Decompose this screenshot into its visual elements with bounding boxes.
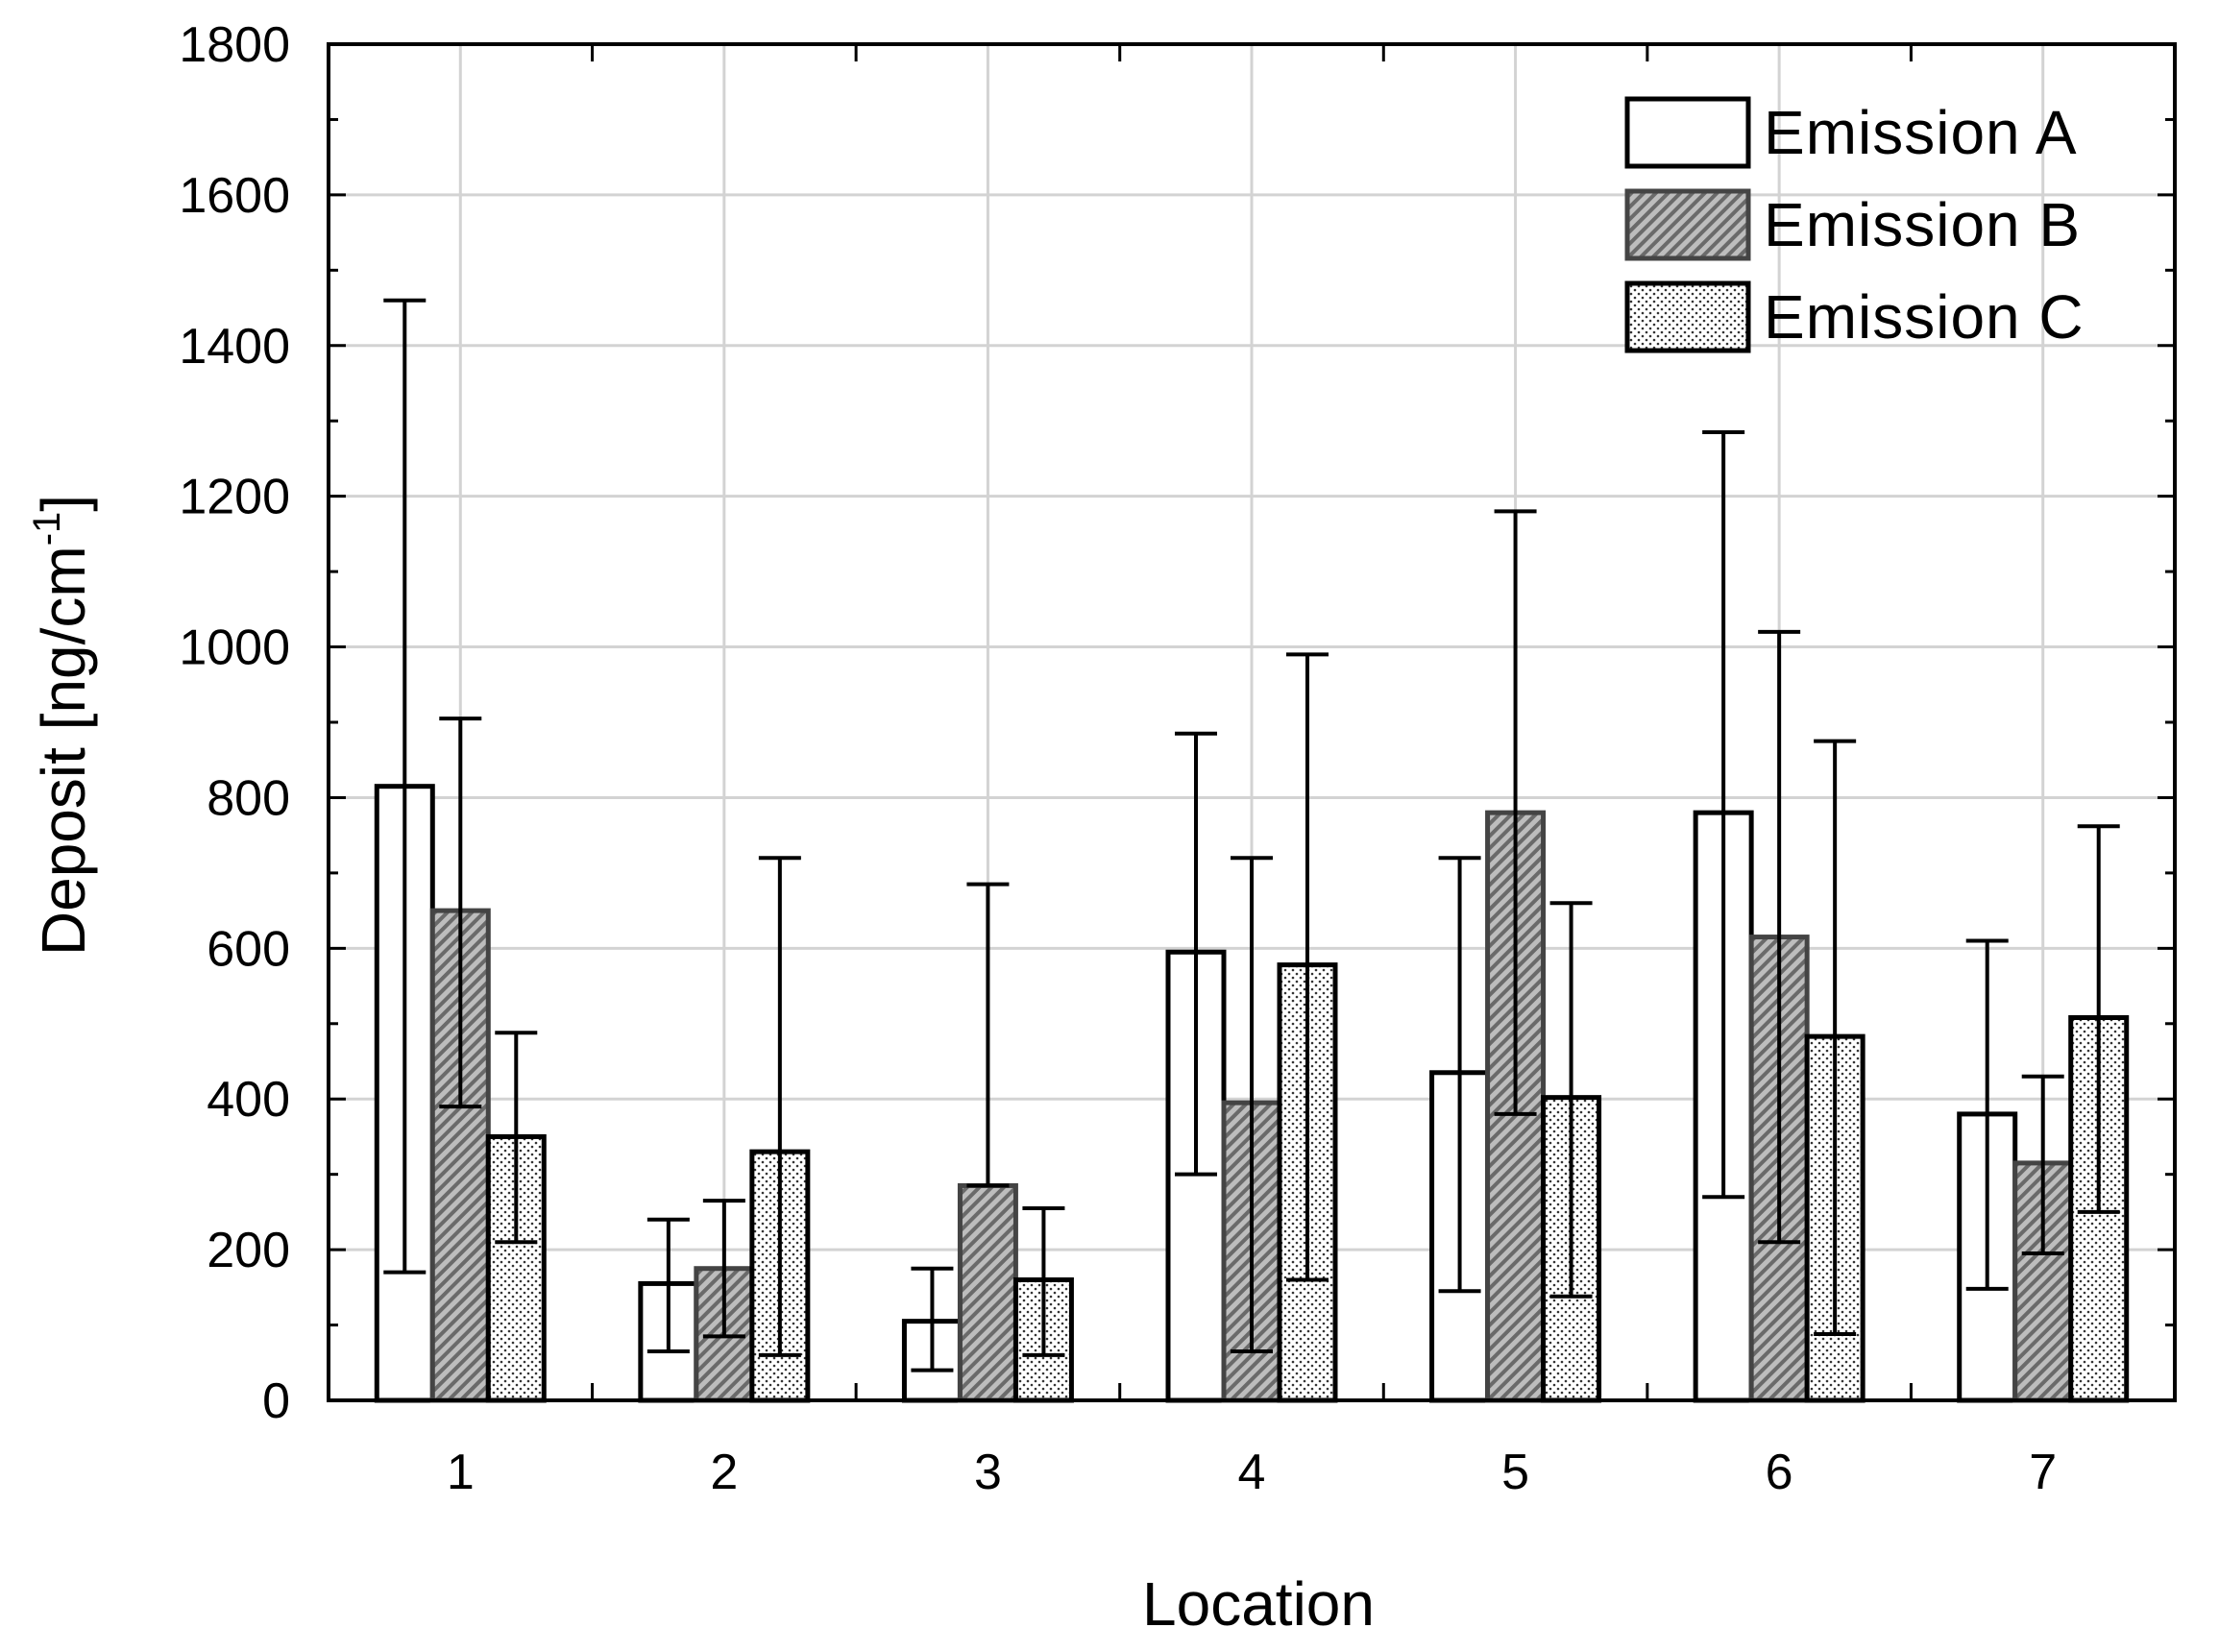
error-bars [383, 298, 2120, 1373]
legend-swatch [1624, 188, 1751, 261]
bar-series-2-cat-3 [957, 1182, 1018, 1403]
y-tick-label: 800 [207, 770, 290, 826]
x-tick-label: 5 [1501, 1445, 1529, 1500]
x-tick-label: 1 [447, 1445, 475, 1500]
axes [327, 42, 2177, 1402]
y-tick-label: 200 [207, 1223, 290, 1278]
legend-label: Emission A [1764, 98, 2078, 167]
x-tick-label: 6 [1766, 1445, 1793, 1500]
y-tick-label: 1800 [179, 17, 290, 73]
y-tick-label: 1600 [179, 168, 290, 224]
x-tick-label: 3 [974, 1445, 1002, 1500]
y-tick-label: 1400 [179, 319, 290, 375]
y-tick-label: 400 [207, 1072, 290, 1128]
x-tick-label: 2 [710, 1445, 738, 1500]
y-axis-title-superscript: -1 [26, 512, 68, 547]
x-tick-label: 7 [2029, 1445, 2057, 1500]
y-axis-title-close: ] [29, 495, 98, 512]
y-tick-label: 1000 [179, 620, 290, 676]
y-tick-label: 0 [262, 1373, 290, 1429]
y-axis-title: Deposit [ng/cm-1] [26, 495, 98, 956]
legend-label: Emission B [1764, 190, 2081, 259]
x-tick-label: 4 [1238, 1445, 1266, 1500]
x-axis-title: Location [1142, 1569, 1375, 1639]
y-tick-label: 600 [207, 921, 290, 977]
legend: Emission A Emission B Emission C [1624, 96, 2085, 353]
y-tick-label: 1200 [179, 470, 290, 525]
legend-swatch [1624, 96, 1751, 169]
tick-labels: 0 200 400 600 800 1000 1200 1400 1600 1800 1 2 3 4 5 6 7 [179, 17, 2057, 1500]
plot-frame [327, 42, 2177, 1402]
legend-label: Emission C [1764, 282, 2085, 352]
y-axis-title-main: Deposit [ng/cm [29, 546, 98, 956]
legend-swatch [1624, 280, 1751, 353]
